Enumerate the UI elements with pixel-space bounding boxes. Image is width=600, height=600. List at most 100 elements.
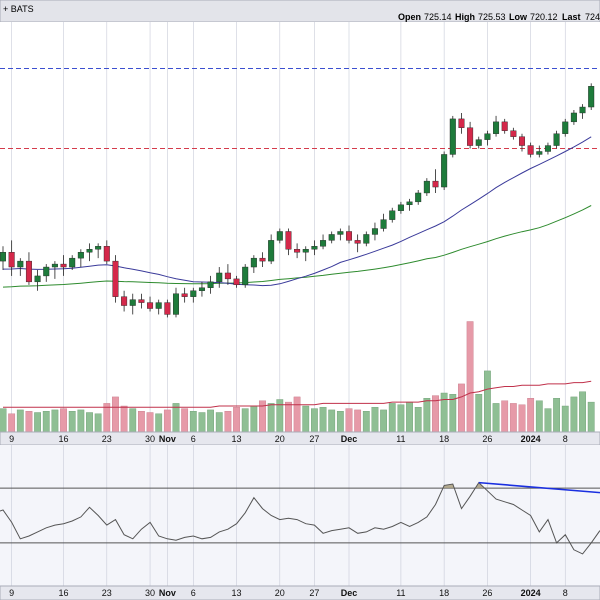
volume-bar	[51, 409, 59, 433]
candle-up	[17, 260, 24, 268]
volume-bars	[0, 321, 595, 433]
volume-bar	[16, 409, 24, 433]
candle-up	[441, 154, 448, 188]
volume-bar	[60, 408, 67, 433]
indicator-line	[0, 481, 600, 555]
volume-bar	[215, 412, 223, 433]
volume-bar	[371, 407, 379, 433]
candle-up	[475, 139, 482, 146]
candle-up	[51, 263, 58, 268]
volume-bar	[42, 411, 50, 433]
volume-bar	[587, 401, 595, 433]
date-label-top: 23	[102, 434, 112, 444]
volume-bar	[68, 411, 76, 433]
volume-bar	[285, 401, 292, 433]
candle-up	[337, 231, 344, 235]
candlesticks	[0, 83, 595, 318]
volume-bar	[553, 398, 561, 433]
volume-bar	[362, 411, 370, 433]
date-labels-bottom: 9 16 23 30 Nov 6 13 20 27 Dec 11 18 26 2024 8	[9, 588, 568, 598]
volume-bar	[484, 370, 491, 433]
candle-down	[138, 299, 145, 303]
candle-up	[69, 257, 76, 268]
candle-up	[562, 121, 569, 134]
volume-bar	[94, 413, 102, 433]
candle-down	[103, 246, 110, 262]
volume-bar	[518, 404, 526, 433]
volume-bar	[380, 409, 387, 433]
volume-bar	[328, 409, 336, 433]
volume-bar	[544, 408, 552, 433]
high-value: 725.53	[478, 12, 506, 22]
data-source-label: + BATS	[3, 4, 34, 14]
high-label: High	[455, 12, 475, 22]
date-label-bottom: 26	[482, 588, 492, 598]
candle-down	[458, 118, 465, 128]
date-label-top: 18	[439, 434, 449, 444]
candle-up	[77, 252, 84, 259]
candle-down	[467, 127, 474, 146]
volume-bar	[458, 383, 465, 433]
date-label-bottom: 11	[396, 588, 405, 598]
date-label-bottom: 2024	[521, 588, 541, 598]
moving-average-short	[2, 136, 592, 287]
candle-down	[164, 302, 171, 315]
candle-up	[268, 240, 275, 262]
candle-down	[510, 130, 517, 137]
candle-up	[544, 145, 551, 152]
volume-bar	[189, 411, 197, 433]
candle-down	[121, 296, 128, 306]
candle-down	[527, 145, 534, 155]
date-label-top: 27	[309, 434, 319, 444]
volume-bar	[440, 392, 448, 433]
candle-up	[43, 266, 50, 277]
candle-up	[0, 252, 6, 262]
date-label-bottom: 27	[309, 588, 319, 598]
volume-bar	[267, 403, 275, 433]
date-label-top: Nov	[159, 434, 176, 444]
date-label-top: 11	[396, 434, 405, 444]
candle-up	[95, 246, 102, 250]
divergence-line	[478, 481, 600, 494]
date-label-bottom: 9	[9, 588, 14, 598]
date-label-top: Dec	[341, 434, 358, 444]
candle-up	[493, 121, 500, 134]
candle-up	[216, 272, 223, 283]
candle-up	[328, 234, 335, 241]
candle-up	[311, 246, 318, 250]
date-labels-top: 9 16 23 30 Nov 6 13 20 27 Dec 11 18 26 2024 8	[9, 434, 568, 444]
volume-bar	[241, 408, 249, 433]
volume-bar	[146, 412, 154, 433]
moving-average-long	[2, 205, 592, 288]
candle-down	[346, 231, 353, 241]
volume-bar	[198, 412, 206, 433]
price-grid	[11, 22, 566, 432]
candle-up	[406, 201, 413, 206]
date-label-bottom: Nov	[159, 588, 176, 598]
date-label-top: 20	[275, 434, 285, 444]
open-label: Open	[398, 12, 421, 22]
date-label-top: 9	[9, 434, 14, 444]
volume-bar	[345, 408, 353, 433]
candle-down	[233, 278, 240, 286]
candle-up	[320, 240, 327, 247]
volume-bar	[579, 391, 586, 433]
date-axis-bottom	[0, 585, 600, 600]
volume-bar	[86, 412, 93, 433]
candle-down	[432, 180, 439, 188]
candle-up	[484, 133, 491, 140]
date-label-top: 16	[59, 434, 69, 444]
date-label-top: 6	[191, 434, 196, 444]
candle-up	[242, 266, 249, 286]
candle-up	[397, 204, 404, 211]
volume-bar	[129, 408, 137, 433]
candle-up	[536, 151, 543, 155]
price-panel	[0, 22, 600, 432]
date-label-bottom: 20	[275, 588, 285, 598]
volume-bar	[319, 407, 327, 433]
volume-bar	[207, 409, 214, 433]
candle-down	[354, 240, 361, 244]
volume-bar	[224, 411, 232, 433]
candle-up	[579, 106, 586, 114]
